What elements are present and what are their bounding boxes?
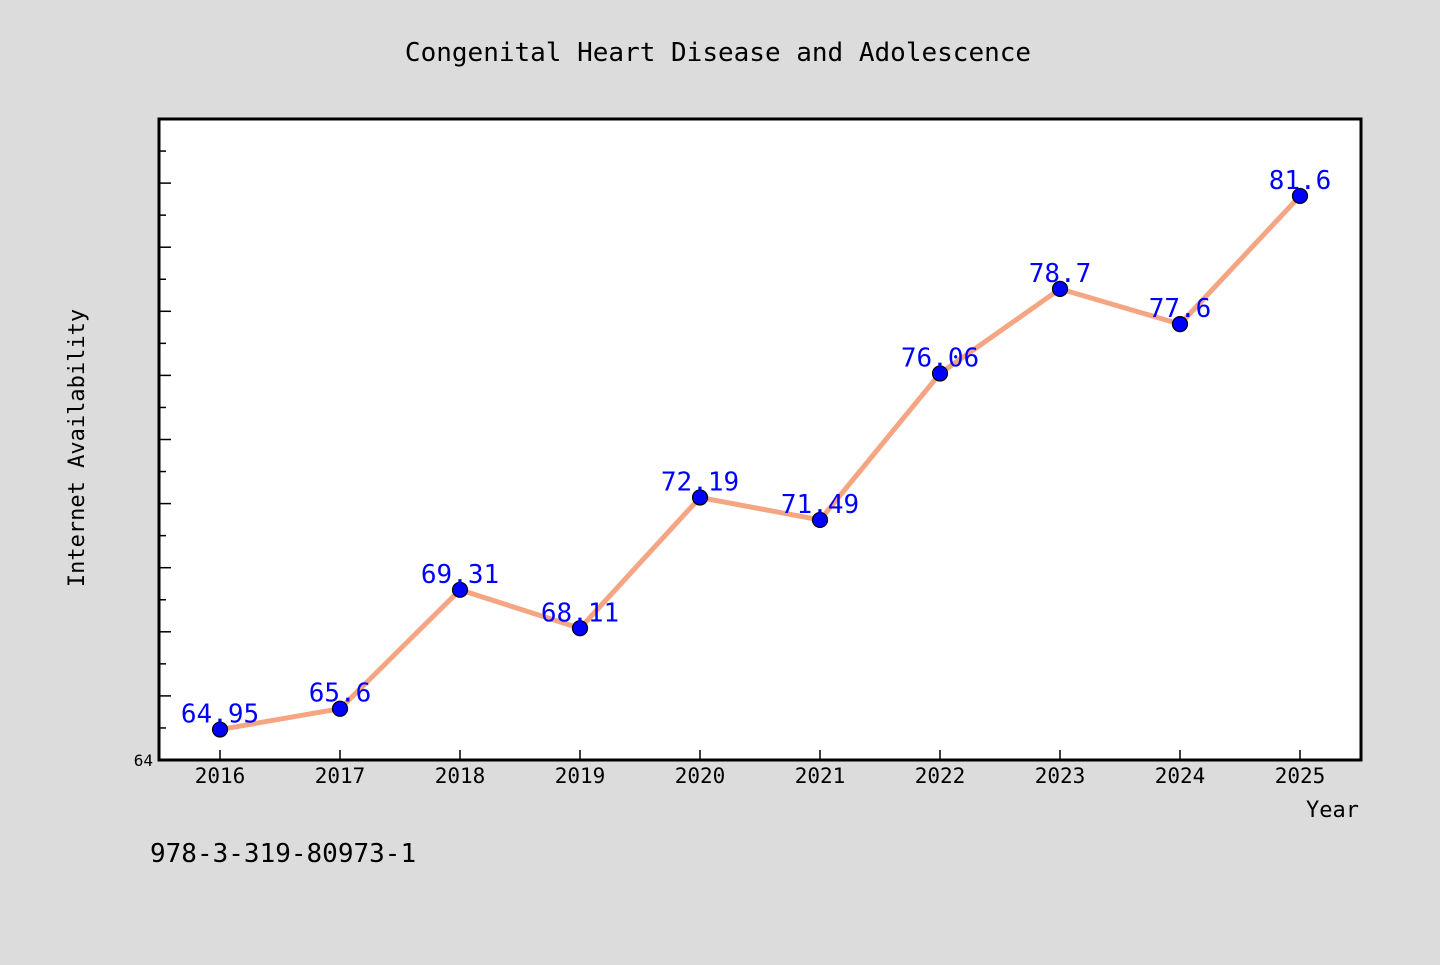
data-label: 68.11 <box>541 598 619 628</box>
x-tick-label: 2025 <box>1275 764 1326 788</box>
plot-area <box>159 119 1361 760</box>
chart-title: Congenital Heart Disease and Adolescence <box>405 38 1031 68</box>
data-label: 64.95 <box>181 700 259 730</box>
data-point <box>1171 316 1189 333</box>
y-tick-label: 64 <box>134 751 153 770</box>
data-label: 72.19 <box>661 468 739 498</box>
data-point <box>811 511 829 529</box>
data-labels: 64.95 65.6 69.31 68.11 72.19 71.49 76.06 78.7 77… <box>181 166 1331 730</box>
data-label: 76.06 <box>901 343 979 373</box>
footer-identifier: 978-3-319-80973-1 <box>150 839 416 869</box>
x-tick-label: 2024 <box>1155 764 1206 788</box>
x-tick-label: 2018 <box>435 764 486 788</box>
series-line <box>217 193 1303 733</box>
x-tick-label: 2017 <box>315 764 366 788</box>
data-point <box>331 700 349 717</box>
y-axis-label: Internet Availability <box>65 309 90 587</box>
y-tick-labels: 64 <box>134 751 153 770</box>
x-tick-label: 2019 <box>555 764 606 788</box>
plot-frame <box>157 117 1363 762</box>
data-label: 77.6 <box>1149 294 1212 324</box>
x-axis-label: Year <box>1306 798 1359 823</box>
data-point <box>1051 280 1069 297</box>
x-tick-label: 2023 <box>1035 764 1086 788</box>
data-point <box>211 721 229 738</box>
data-point <box>451 581 469 598</box>
x-tick-label: 2022 <box>915 764 966 788</box>
data-label: 78.7 <box>1029 259 1092 289</box>
x-tick-label: 2021 <box>795 764 846 788</box>
x-tick-label: 2020 <box>675 764 726 788</box>
data-point <box>691 489 709 506</box>
data-label: 81.6 <box>1269 166 1332 196</box>
x-tick-label: 2016 <box>195 764 246 788</box>
data-label: 69.31 <box>421 560 499 590</box>
data-point <box>571 620 589 637</box>
data-label: 65.6 <box>309 679 372 709</box>
x-tick-labels: 2016 2017 2018 2019 2020 2021 2022 2023 2024 2025 <box>195 764 1326 788</box>
x-axis-ticks <box>219 750 1301 760</box>
data-label: 71.49 <box>781 490 859 520</box>
data-point <box>1291 187 1309 205</box>
data-point <box>931 365 949 382</box>
data-markers <box>211 187 1309 738</box>
